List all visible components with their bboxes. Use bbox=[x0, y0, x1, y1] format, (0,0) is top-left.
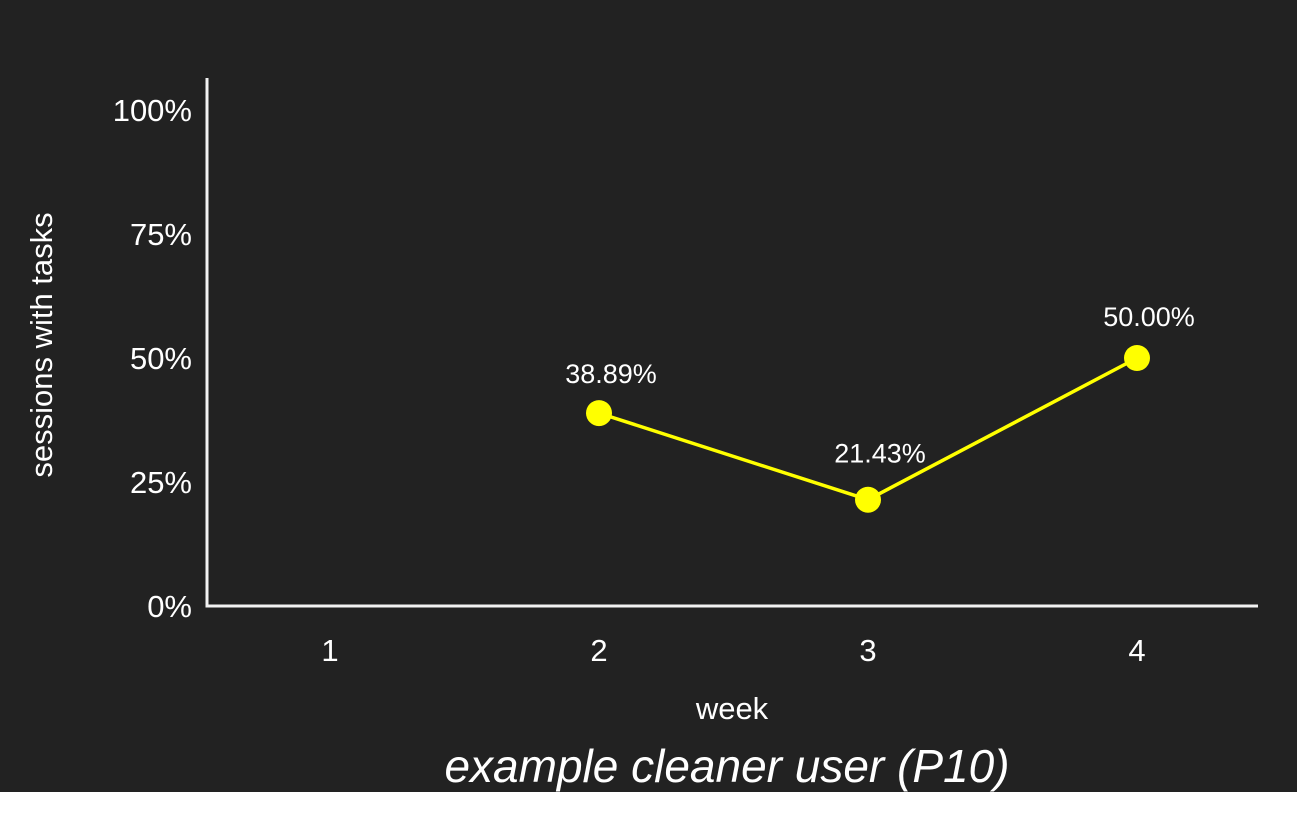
chart-slide: 0% 25% 50% 75% 100% 1 2 3 4 sessions with tasks… bbox=[0, 0, 1297, 792]
data-label: 21.43% bbox=[834, 439, 926, 469]
chart: 0% 25% 50% 75% 100% 1 2 3 4 sessions with tasks… bbox=[24, 78, 1258, 792]
data-label: 38.89% bbox=[565, 359, 657, 389]
y-tick-label: 0% bbox=[147, 589, 192, 624]
x-tick-label: 2 bbox=[590, 633, 607, 668]
data-point bbox=[1124, 345, 1150, 371]
y-axis-label: sessions with tasks bbox=[24, 212, 59, 477]
x-tick-label: 3 bbox=[859, 633, 876, 668]
series-line bbox=[598, 356, 1138, 502]
series-group bbox=[586, 345, 1150, 513]
chart-axes bbox=[205, 78, 1258, 608]
y-tick-label: 100% bbox=[113, 93, 192, 128]
x-tick-labels: 1 2 3 4 bbox=[321, 633, 1145, 668]
chart-caption: example cleaner user (P10) bbox=[444, 740, 1009, 792]
data-point bbox=[586, 400, 612, 427]
data-labels: 38.89% 21.43% 50.00% bbox=[565, 302, 1195, 469]
y-tick-label: 25% bbox=[130, 465, 192, 500]
x-axis-label: week bbox=[695, 691, 769, 726]
y-tick-label: 75% bbox=[130, 217, 192, 252]
y-tick-labels: 0% 25% 50% 75% 100% bbox=[113, 93, 192, 624]
y-tick-label: 50% bbox=[130, 341, 192, 376]
x-tick-label: 4 bbox=[1128, 633, 1145, 668]
x-tick-label: 1 bbox=[321, 633, 338, 668]
data-point bbox=[855, 486, 881, 513]
data-label: 50.00% bbox=[1103, 302, 1195, 332]
